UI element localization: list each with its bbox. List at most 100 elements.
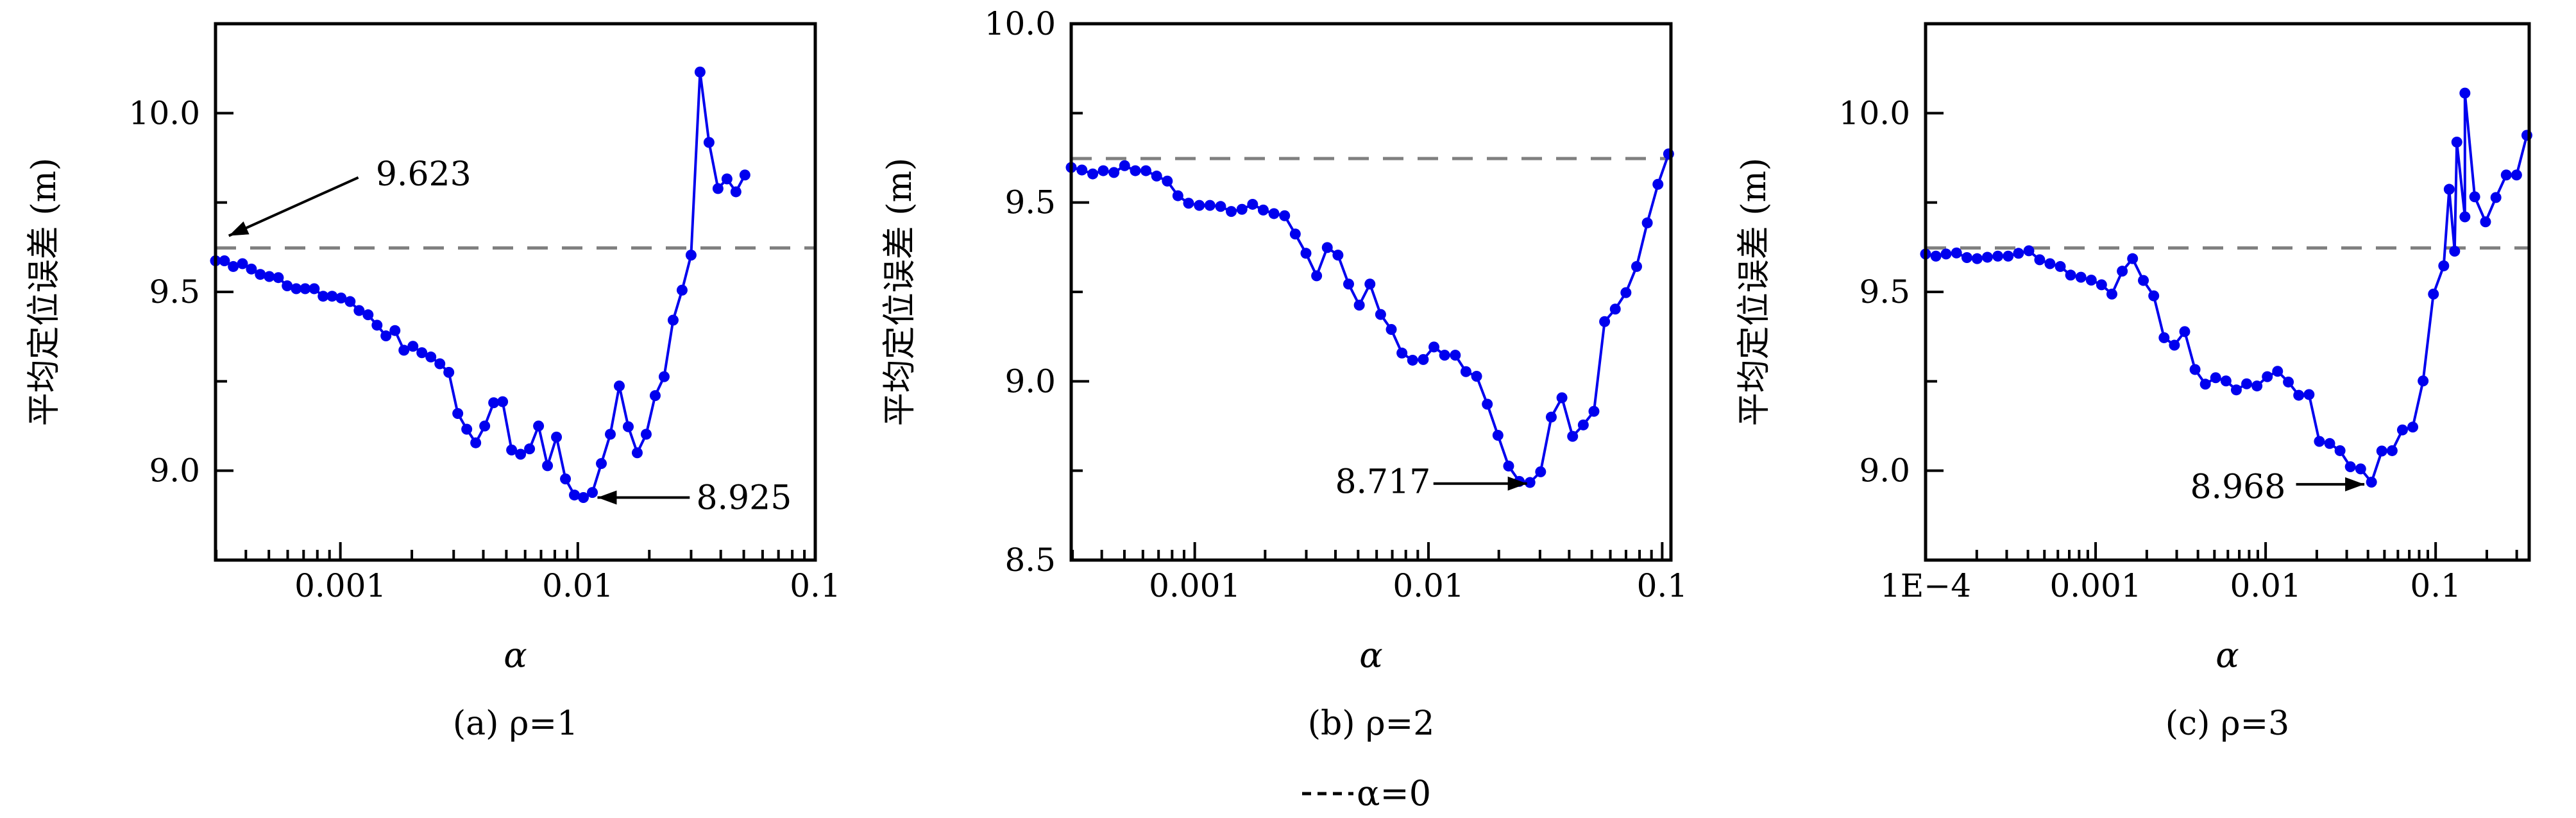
x-tick-label: 0.01: [1393, 567, 1464, 604]
annotation-arrowhead-icon: [228, 221, 250, 236]
data-point: [2344, 461, 2356, 473]
data-point: [2376, 445, 2387, 457]
data-point: [2490, 192, 2502, 203]
x-tick-label: 0.001: [1149, 567, 1241, 604]
data-point: [1300, 248, 1312, 259]
data-point: [1311, 270, 1323, 282]
data-point: [1332, 250, 1344, 261]
data-point: [1183, 198, 1194, 209]
annotation-arrowhead-icon: [1507, 476, 1527, 491]
data-point: [1321, 242, 1333, 253]
data-point: [2511, 169, 2522, 181]
data-point: [1353, 300, 1365, 311]
data-point: [587, 487, 598, 498]
data-point: [685, 250, 697, 261]
data-point: [631, 447, 643, 459]
data-point: [2480, 216, 2491, 228]
data-point: [542, 460, 554, 472]
data-point: [318, 291, 329, 302]
data-point: [739, 169, 750, 181]
data-point: [398, 345, 410, 356]
data-point: [2262, 371, 2273, 382]
data-point: [533, 420, 545, 432]
annotation-arrowhead-icon: [597, 490, 617, 505]
data-point: [2023, 245, 2035, 257]
data-point: [1460, 366, 1471, 377]
y-tick-label: 10.0: [985, 5, 1056, 42]
x-tick-label: 1E−4: [1880, 567, 1971, 604]
data-point: [2449, 245, 2461, 257]
data-point: [2189, 364, 2201, 375]
data-point: [506, 444, 518, 456]
data-point: [237, 258, 248, 269]
data-point: [228, 260, 239, 272]
data-point: [622, 421, 634, 432]
data-point: [1599, 316, 1611, 327]
x-tick-label: 0.01: [542, 567, 613, 604]
data-point: [1482, 398, 1493, 410]
y-tick-label: 9.0: [1859, 452, 1910, 490]
y-tick-label: 10.0: [129, 94, 200, 132]
data-point: [1130, 165, 1141, 176]
data-point: [640, 429, 652, 440]
annotation-label: 9.623: [376, 155, 471, 194]
chart-panel-a: 0.001 0.01 0.1 9.0 9.5 10.0 α 平均定位误差 (m) (a) ρ=1…: [25, 22, 841, 743]
data-point: [470, 437, 482, 448]
data-point: [291, 283, 302, 294]
data-point: [2044, 258, 2056, 269]
data-point: [1652, 178, 1664, 190]
data-point: [2407, 422, 2419, 433]
data-point: [1930, 250, 1942, 262]
data-point: [2314, 436, 2325, 447]
data-point: [1289, 228, 1301, 240]
data-point: [2386, 445, 2398, 456]
data-point: [2003, 250, 2014, 262]
data-point: [721, 173, 733, 185]
data-point: [2396, 424, 2408, 436]
data-point: [1343, 278, 1354, 290]
data-point: [596, 458, 607, 470]
data-point: [479, 420, 491, 432]
y-tick-label: 8.5: [1004, 541, 1056, 579]
annotation-label: 8.717: [1335, 463, 1430, 501]
data-point: [2169, 339, 2180, 351]
data-point: [443, 366, 455, 378]
chart-panel-c: 1E−4 0.001 0.01 0.1 9.0 9.5 10.0 α 平均定位误差 (m) (c)…: [1735, 22, 2532, 743]
data-point: [1236, 203, 1248, 215]
data-point: [1503, 460, 1514, 472]
data-point: [613, 380, 625, 392]
data-point: [1226, 206, 1237, 217]
data-point: [2013, 248, 2024, 259]
data-point: [1535, 466, 1546, 477]
data-point: [1407, 354, 1418, 366]
data-point: [1375, 309, 1386, 320]
data-point: [1981, 251, 1993, 263]
data-point: [326, 291, 338, 302]
data-point: [676, 284, 688, 296]
subfigure-caption: (a) ρ=1: [453, 704, 578, 743]
series-line: [1071, 153, 1670, 484]
data-point: [362, 309, 374, 321]
y-axis-title: 平均定位误差 (m): [1735, 158, 1774, 426]
data-point: [1450, 350, 1461, 361]
data-point: [2272, 366, 2284, 377]
data-point: [2418, 375, 2429, 387]
data-point: [2241, 378, 2253, 389]
data-point: [1204, 200, 1216, 211]
data-point: [712, 183, 724, 194]
data-point: [1439, 350, 1450, 361]
data-point: [282, 280, 293, 292]
data-point: [551, 431, 563, 443]
data-point: [1418, 354, 1429, 365]
data-point: [1567, 430, 1579, 442]
data-point: [273, 272, 284, 284]
data-point: [300, 283, 311, 294]
data-point: [2366, 477, 2377, 488]
data-point: [1545, 411, 1557, 423]
data-point: [703, 137, 715, 148]
data-point: [1951, 247, 1962, 259]
data-point: [524, 443, 536, 455]
data-point: [434, 358, 446, 370]
y-axis-title: 平均定位误差 (m): [25, 158, 64, 426]
